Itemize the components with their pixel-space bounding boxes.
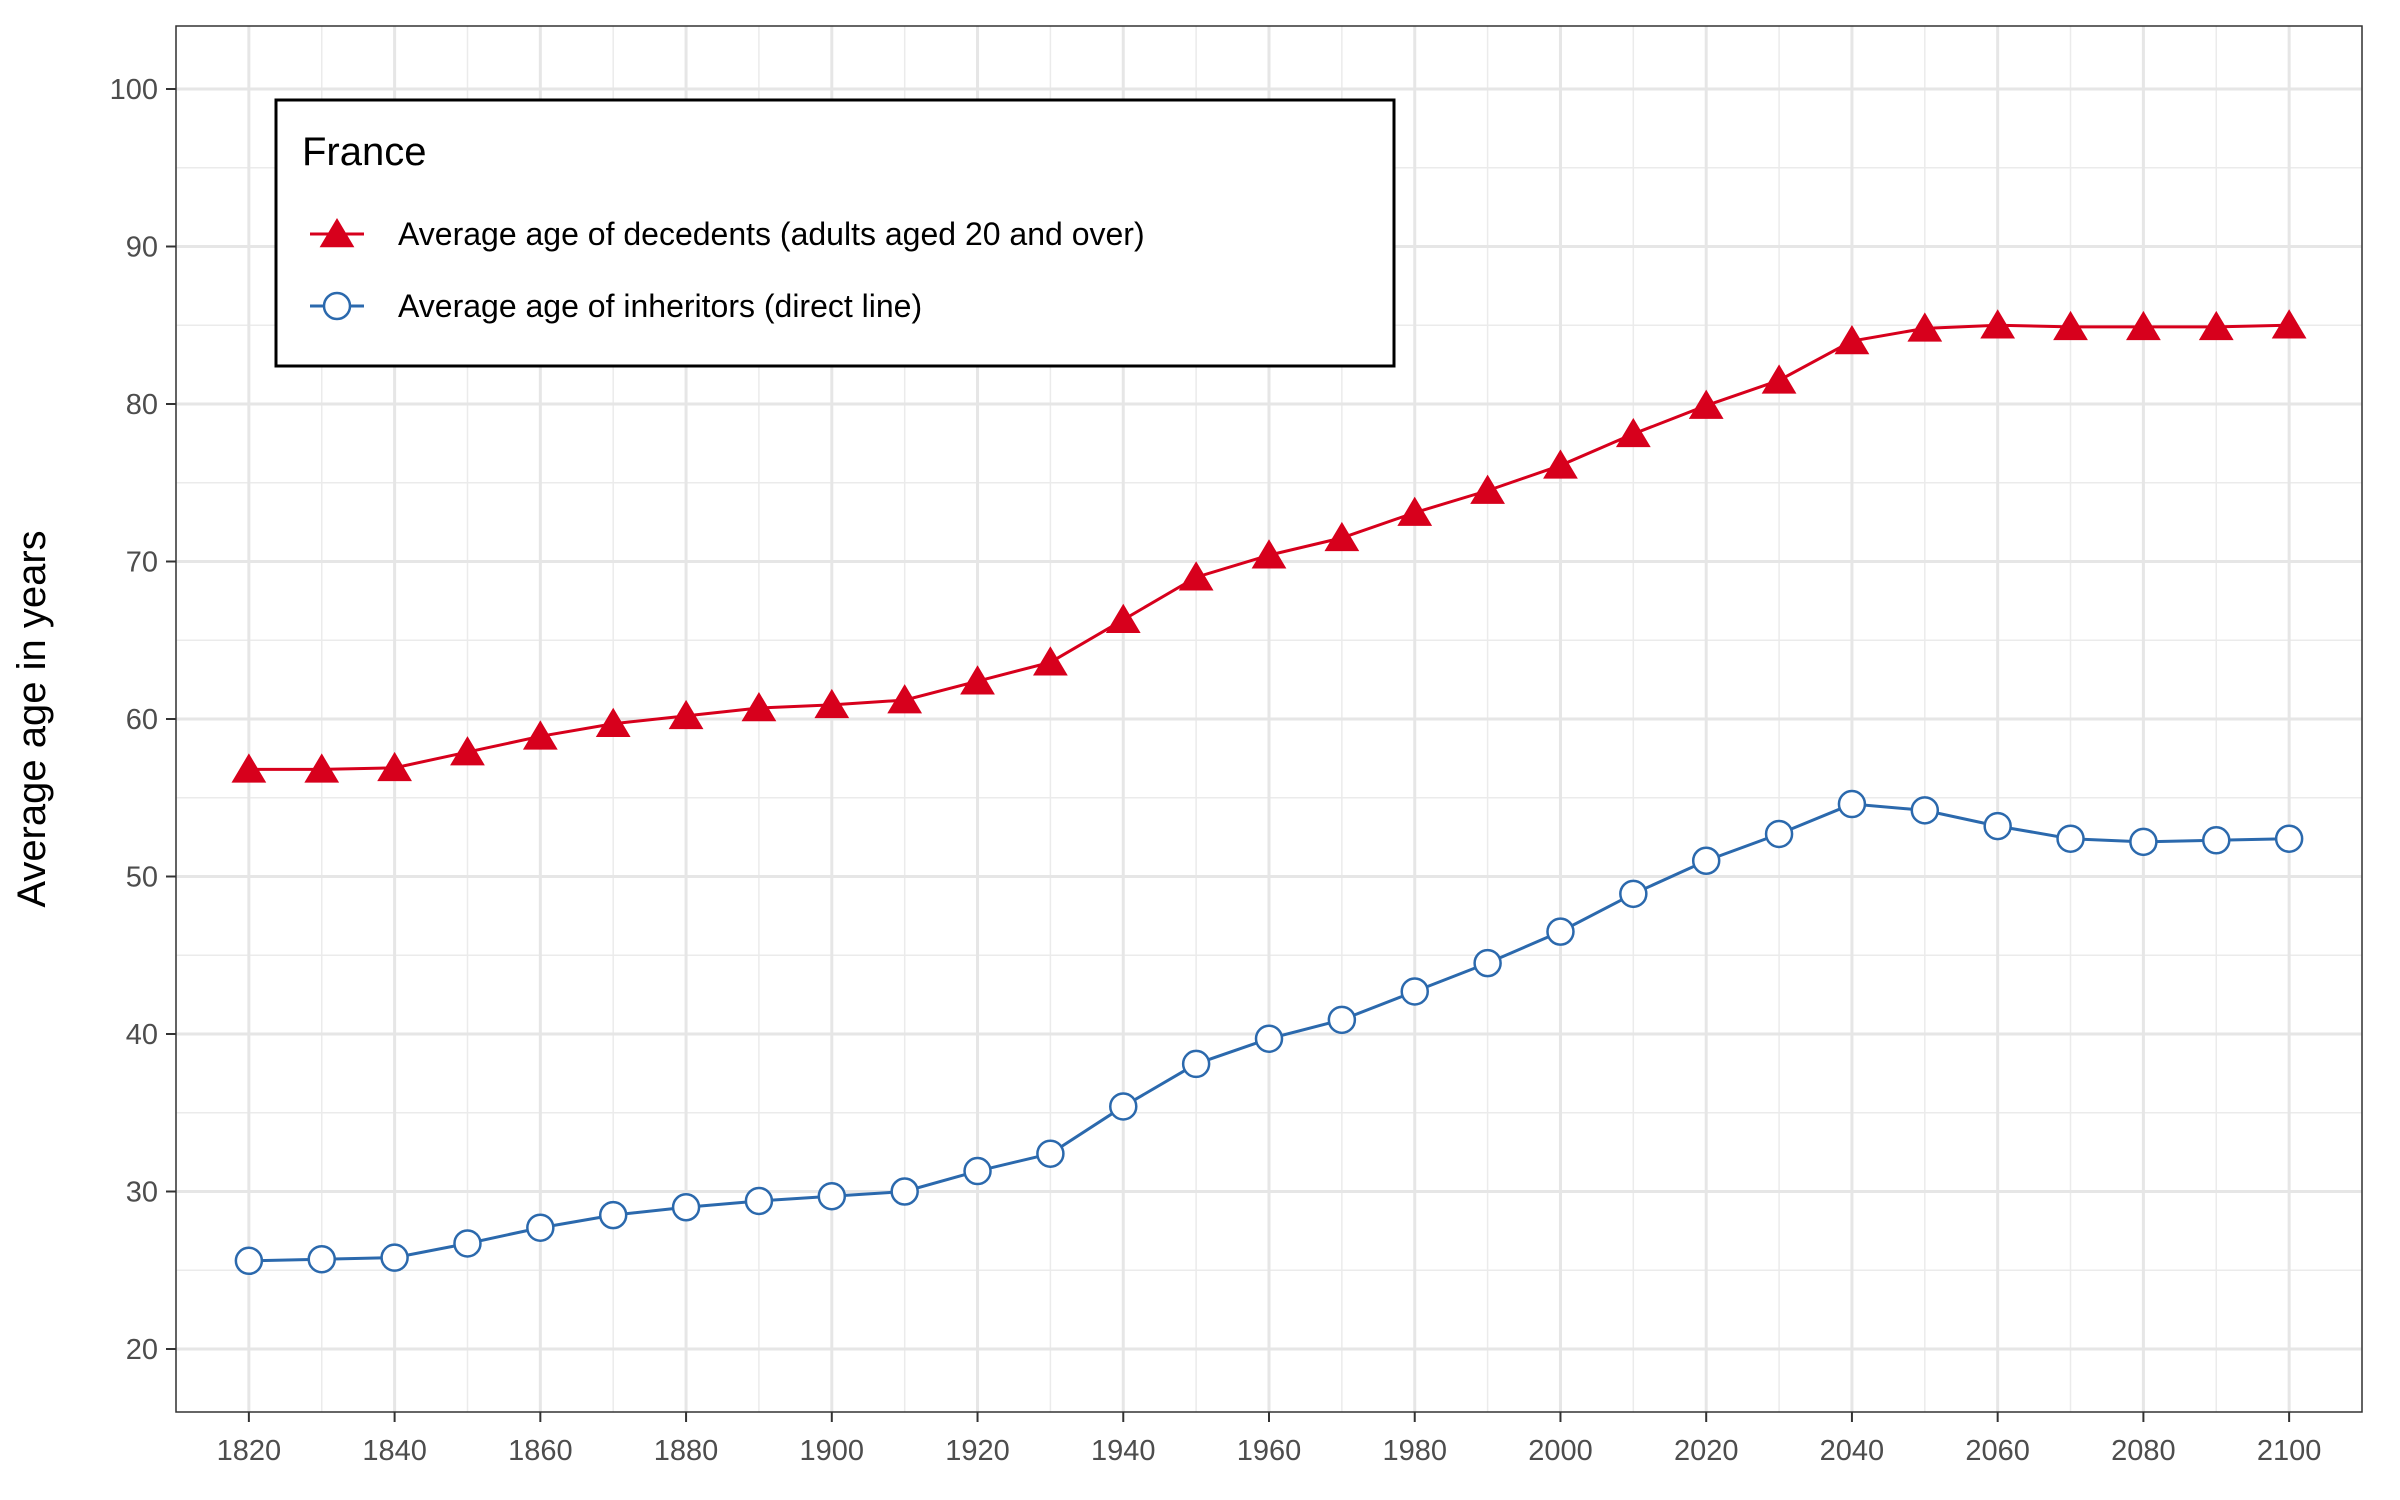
x-tick-label: 1880 xyxy=(654,1435,719,1467)
y-tick-label: 40 xyxy=(126,1019,158,1051)
series-2 xyxy=(234,789,2304,1276)
legend-item-1: Average age of decedents (adults aged 20… xyxy=(310,216,1145,252)
data-point xyxy=(2274,824,2304,853)
y-tick-label: 50 xyxy=(126,862,158,894)
data-point xyxy=(960,665,995,695)
data-point xyxy=(522,720,558,750)
x-tick-label: 2040 xyxy=(1820,1435,1885,1467)
y-tick-label: 60 xyxy=(126,704,158,736)
x-tick-label: 1940 xyxy=(1091,1435,1156,1467)
data-point xyxy=(1397,496,1433,526)
data-point xyxy=(1691,846,1721,875)
data-point xyxy=(1910,796,1940,825)
data-point xyxy=(1109,1092,1138,1121)
x-tick-label: 2000 xyxy=(1528,1435,1593,1467)
data-point xyxy=(2271,309,2307,339)
data-point xyxy=(2129,827,2158,857)
data-point xyxy=(307,1244,336,1274)
data-point xyxy=(234,1246,264,1276)
x-tick-label: 2020 xyxy=(1674,1435,1739,1467)
data-point xyxy=(890,1177,919,1206)
data-point xyxy=(1837,789,1867,819)
data-point xyxy=(1907,312,1943,342)
legend-items: Average age of decedents (adults aged 20… xyxy=(310,216,1145,324)
data-point xyxy=(817,1181,847,1211)
x-axis: 1820 1840 1860 1880 1900 1920 1940 1960 1980 2000… xyxy=(217,1412,2322,1467)
data-point xyxy=(304,753,340,783)
data-point xyxy=(1254,1024,1284,1053)
x-tick-label: 2060 xyxy=(1965,1435,2030,1467)
data-point xyxy=(1761,364,1797,394)
data-point xyxy=(1834,325,1870,355)
x-tick-label: 1920 xyxy=(945,1435,1010,1467)
data-point xyxy=(1619,879,1648,909)
data-point xyxy=(668,699,704,730)
y-tick-label: 90 xyxy=(126,232,158,264)
legend-label: Average age of decedents (adults aged 20… xyxy=(398,216,1145,252)
data-point xyxy=(963,1156,992,1186)
data-point xyxy=(2202,826,2231,855)
data-point xyxy=(671,1193,701,1222)
data-point xyxy=(1543,449,1578,479)
data-point xyxy=(1983,811,2012,841)
data-point xyxy=(450,736,485,766)
data-point xyxy=(1546,917,1575,946)
y-tick-label: 70 xyxy=(126,547,158,579)
data-point xyxy=(1327,1005,1357,1035)
legend-label: Average age of inheritors (direct line) xyxy=(398,288,922,324)
y-axis: 20 30 40 50 60 70 80 90 100 xyxy=(110,74,176,1366)
data-point xyxy=(598,1200,628,1230)
data-point xyxy=(377,751,412,782)
data-point xyxy=(1470,474,1505,504)
data-point xyxy=(1473,948,1502,978)
data-point xyxy=(231,753,267,783)
data-point xyxy=(2053,310,2088,341)
data-point xyxy=(1036,1139,1065,1168)
data-point xyxy=(380,1243,409,1272)
data-point xyxy=(1688,389,1724,419)
legend: France Average age of decedents (adults … xyxy=(274,98,1396,368)
y-tick-label: 20 xyxy=(126,1334,158,1366)
data-point xyxy=(2126,310,2161,341)
x-tick-label: 1860 xyxy=(508,1435,573,1467)
data-point xyxy=(2198,310,2234,341)
x-tick-label: 1840 xyxy=(362,1435,427,1467)
x-tick-label: 2100 xyxy=(2257,1435,2322,1467)
legend-title: France xyxy=(302,130,427,174)
data-point xyxy=(1615,417,1651,448)
x-tick-label: 1980 xyxy=(1382,1435,1447,1467)
data-point xyxy=(1251,539,1287,569)
data-point xyxy=(1105,603,1141,634)
data-point xyxy=(526,1213,555,1242)
data-point xyxy=(744,1186,774,1216)
series-1 xyxy=(231,309,2307,783)
y-tick-label: 30 xyxy=(126,1177,158,1209)
data-point xyxy=(1980,309,2016,339)
data-point xyxy=(1178,561,1214,591)
legend-item-2: Average age of inheritors (direct line) xyxy=(310,288,922,324)
data-point xyxy=(595,707,631,737)
data-point xyxy=(814,688,850,719)
legend-key-marker xyxy=(322,291,352,321)
x-tick-label: 1820 xyxy=(217,1435,282,1467)
series-layer xyxy=(231,309,2307,1276)
legend-box xyxy=(274,98,1396,368)
data-point xyxy=(1033,646,1068,676)
data-point xyxy=(1400,977,1429,1006)
y-axis-title: Average age in years xyxy=(10,530,54,907)
x-tick-label: 1960 xyxy=(1237,1435,1302,1467)
data-point xyxy=(1324,521,1360,552)
data-point xyxy=(887,684,923,714)
data-point xyxy=(453,1229,482,1258)
x-tick-label: 1900 xyxy=(800,1435,865,1467)
data-point xyxy=(1764,819,1794,849)
data-point xyxy=(741,691,777,722)
data-point xyxy=(2056,824,2085,853)
legend-key-marker xyxy=(319,218,355,248)
x-tick-label: 2080 xyxy=(2111,1435,2176,1467)
data-point xyxy=(1181,1049,1211,1079)
y-tick-label: 80 xyxy=(126,389,158,421)
y-tick-label: 100 xyxy=(110,74,158,106)
